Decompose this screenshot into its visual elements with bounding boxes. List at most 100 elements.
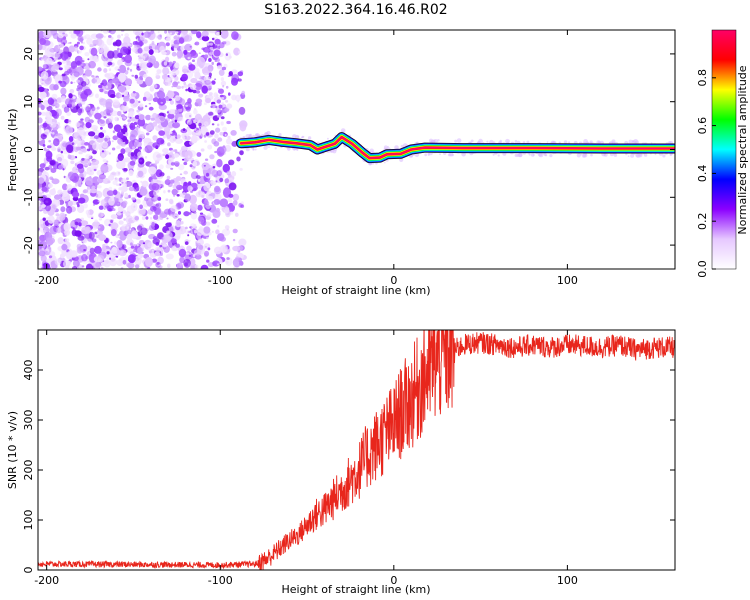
spectrogram-data xyxy=(38,30,675,269)
noise-blob xyxy=(134,115,140,120)
noise-blob xyxy=(170,238,177,244)
x-tick-label: -200 xyxy=(34,274,59,287)
halo-blob xyxy=(613,153,618,157)
noise-blob xyxy=(121,34,124,36)
noise-blob xyxy=(38,260,41,266)
noise-blob xyxy=(178,108,183,112)
noise-blob xyxy=(206,42,210,46)
snr-data xyxy=(38,330,675,570)
noise-blob xyxy=(187,98,192,104)
noise-blob xyxy=(209,115,214,119)
noise-blob xyxy=(193,109,198,115)
noise-blob xyxy=(69,41,72,44)
noise-blob xyxy=(224,207,230,214)
halo-blob xyxy=(576,153,581,158)
noise-blob xyxy=(60,115,65,120)
noise-blob xyxy=(212,166,216,169)
noise-blob xyxy=(194,71,201,79)
noise-blob xyxy=(157,196,162,201)
noise-blob xyxy=(196,56,206,68)
noise-blob xyxy=(166,134,173,142)
noise-blob xyxy=(159,164,164,170)
noise-blob xyxy=(42,64,47,69)
noise-blob xyxy=(228,71,233,77)
noise-blob xyxy=(231,171,237,177)
noise-blob xyxy=(116,259,124,266)
noise-blob xyxy=(120,148,126,155)
noise-blob xyxy=(118,85,126,93)
noise-blob xyxy=(94,112,102,120)
noise-blob xyxy=(93,261,101,269)
noise-blob xyxy=(62,142,68,147)
noise-blob xyxy=(230,211,234,215)
noise-blob xyxy=(136,244,139,247)
noise-blob xyxy=(112,180,118,186)
noise-blob xyxy=(130,245,135,249)
noise-blob xyxy=(239,150,244,156)
noise-blob xyxy=(216,31,221,36)
noise-blob xyxy=(174,119,177,123)
noise-blob xyxy=(90,125,99,130)
noise-blob xyxy=(111,171,117,176)
noise-blob xyxy=(207,144,213,150)
noise-blob xyxy=(209,130,215,135)
noise-blob xyxy=(67,51,72,58)
noise-blob xyxy=(70,33,77,39)
halo-blob xyxy=(568,141,571,144)
y-tick-label: 20 xyxy=(22,47,35,61)
noise-blob xyxy=(219,42,225,49)
noise-blob xyxy=(201,79,205,83)
noise-blob xyxy=(84,34,91,39)
noise-blob xyxy=(60,253,65,259)
noise-blob xyxy=(120,46,129,56)
noise-blob xyxy=(165,163,172,169)
noise-blob xyxy=(69,89,75,94)
noise-blob xyxy=(180,178,186,183)
noise-blob xyxy=(211,80,216,85)
noise-blob xyxy=(48,224,51,227)
noise-blob xyxy=(85,176,94,186)
noise-blob xyxy=(152,83,158,89)
noise-blob xyxy=(165,222,172,228)
noise-blob xyxy=(74,67,79,72)
noise-blob xyxy=(189,258,196,266)
halo-blob xyxy=(514,139,518,143)
noise-blob xyxy=(82,158,91,167)
noise-blob xyxy=(189,194,198,205)
noise-blob xyxy=(61,73,66,77)
noise-blob xyxy=(135,162,138,165)
noise-blob xyxy=(142,39,148,44)
halo-blob xyxy=(307,136,312,140)
noise-blob xyxy=(139,159,142,162)
noise-blob xyxy=(98,84,103,89)
x-tick-label: 0 xyxy=(390,574,397,587)
noise-blob xyxy=(152,142,160,149)
noise-blob xyxy=(48,183,53,188)
noise-blob xyxy=(42,144,46,147)
noise-blob xyxy=(49,83,56,91)
noise-blob xyxy=(185,226,188,230)
x-tick-label: 100 xyxy=(557,574,578,587)
noise-blob xyxy=(131,217,134,221)
noise-blob xyxy=(208,111,214,116)
noise-blob xyxy=(172,138,177,141)
noise-blob xyxy=(72,166,80,174)
noise-blob xyxy=(207,195,214,201)
colorbar-tick-label: 0.4 xyxy=(696,165,709,183)
noise-blob xyxy=(68,136,74,142)
noise-blob xyxy=(42,245,46,249)
noise-blob xyxy=(130,92,137,98)
noise-blob xyxy=(221,228,231,236)
noise-blob xyxy=(61,193,71,202)
noise-blob xyxy=(226,120,231,125)
noise-blob xyxy=(157,34,163,40)
noise-blob xyxy=(183,84,188,88)
noise-blob xyxy=(93,55,100,63)
noise-blob xyxy=(187,119,192,125)
noise-blob xyxy=(165,253,174,260)
halo-blob xyxy=(636,153,641,158)
noise-blob xyxy=(201,162,210,171)
noise-blob xyxy=(235,94,241,102)
noise-blob xyxy=(127,123,130,127)
noise-blob xyxy=(198,122,202,127)
